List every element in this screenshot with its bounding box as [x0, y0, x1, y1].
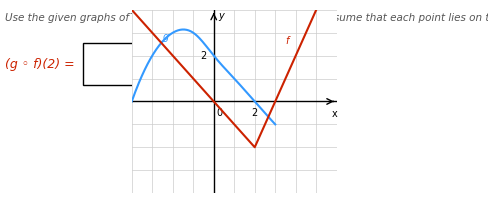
- Text: y: y: [218, 11, 224, 21]
- FancyBboxPatch shape: [83, 44, 190, 85]
- Text: f: f: [285, 36, 289, 46]
- Text: Use the given graphs of f̅ and g to evaluate the expression. (Assume that each p: Use the given graphs of f̅ and g to eval…: [5, 13, 488, 23]
- Text: (g ◦ f)(2) =: (g ◦ f)(2) =: [5, 58, 75, 71]
- Text: 0: 0: [217, 108, 223, 118]
- Text: x: x: [332, 110, 338, 119]
- Text: 2: 2: [252, 108, 258, 118]
- Text: 2: 2: [200, 51, 206, 61]
- Text: g: g: [163, 32, 169, 42]
